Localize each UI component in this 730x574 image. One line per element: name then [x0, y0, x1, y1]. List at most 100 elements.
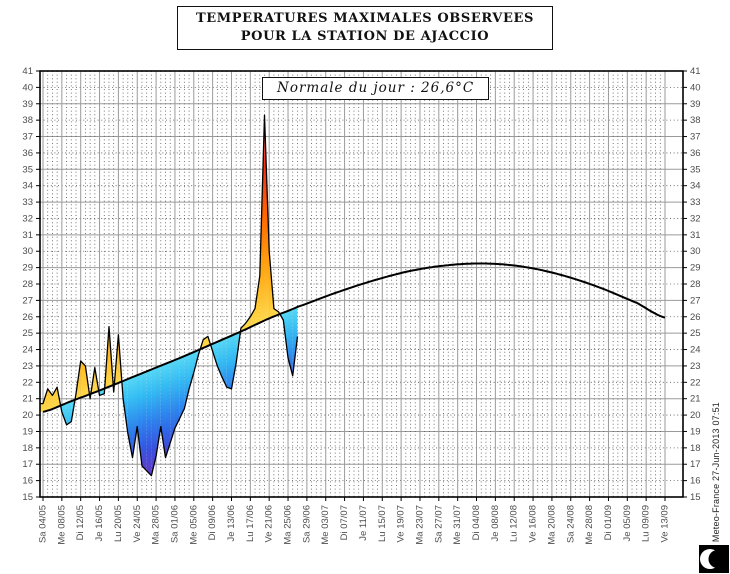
- meteo-france-credit: Meteo-France 27-Jun-2013 07:51: [711, 401, 721, 542]
- y-tick-label-left: 37: [22, 132, 33, 143]
- x-tick-label: Ma 23/07: [414, 505, 425, 545]
- x-tick-label: Je 08/08: [490, 505, 501, 541]
- y-tick-label-left: 24: [22, 345, 33, 356]
- y-tick-label-right: 39: [690, 99, 701, 110]
- x-tick-label: Me 08/05: [56, 505, 67, 545]
- axis-labels: 15 15 16 16 17 17 18 18 19 19 20 20 21 21 22 22 23 23 24 24…: [22, 66, 700, 545]
- x-tick-label: Je 16/05: [94, 505, 105, 541]
- y-tick-label-right: 34: [690, 181, 701, 192]
- y-tick-label-right: 20: [690, 410, 701, 421]
- x-tick-label: Di 07/07: [339, 505, 350, 540]
- normale-curve: [42, 262, 666, 413]
- x-tick-label: Sa 29/06: [301, 505, 312, 543]
- gridlines: [40, 71, 683, 497]
- y-tick-label-right: 15: [690, 492, 701, 503]
- x-tick-label: Di 04/08: [471, 505, 482, 540]
- axis-ticks: [36, 70, 687, 501]
- y-tick-label-right: 33: [690, 197, 701, 208]
- y-tick-label-right: 18: [690, 443, 701, 454]
- x-tick-label: Lu 17/06: [245, 505, 256, 542]
- y-tick-label-left: 40: [22, 82, 33, 93]
- x-tick-label: Ve 21/06: [264, 505, 275, 543]
- x-tick-label: Me 31/07: [452, 505, 463, 545]
- y-tick-label-right: 16: [690, 476, 701, 487]
- y-tick-label-left: 33: [22, 197, 33, 208]
- x-tick-label: Lu 20/05: [113, 505, 124, 542]
- y-tick-label-left: 41: [22, 66, 33, 77]
- x-tick-label: Lu 12/08: [509, 505, 520, 542]
- x-tick-label: Ma 25/06: [283, 505, 294, 545]
- x-tick-label: Lu 09/09: [641, 505, 652, 542]
- x-tick-label: Lu 15/07: [377, 505, 388, 542]
- x-tick-label: Di 09/06: [207, 505, 218, 540]
- y-tick-label-left: 22: [22, 377, 33, 388]
- y-tick-label-right: 22: [690, 377, 701, 388]
- y-tick-label-right: 37: [690, 132, 701, 143]
- y-tick-label-left: 34: [22, 181, 33, 192]
- y-tick-label-left: 17: [22, 459, 33, 470]
- x-tick-label: Ma 28/05: [151, 505, 162, 545]
- x-tick-label: Ve 19/07: [396, 505, 407, 543]
- chart-title: TEMPERATURES MAXIMALES OBSERVEES POUR LA…: [177, 6, 553, 51]
- y-tick-label-right: 29: [690, 263, 701, 274]
- y-tick-label-right: 31: [690, 230, 701, 241]
- y-tick-label-left: 39: [22, 99, 33, 110]
- y-tick-label-left: 32: [22, 213, 33, 224]
- y-tick-label-right: 17: [690, 459, 701, 470]
- y-tick-label-right: 41: [690, 66, 701, 77]
- observed-temperature-line: [40, 114, 299, 477]
- x-tick-label: Me 03/07: [320, 505, 331, 545]
- y-tick-label-left: 26: [22, 312, 33, 323]
- y-tick-label-right: 26: [690, 312, 701, 323]
- y-tick-label-left: 30: [22, 246, 33, 257]
- x-tick-label: Sa 27/07: [433, 505, 444, 543]
- y-tick-label-left: 15: [22, 492, 33, 503]
- x-tick-label: Ma 20/08: [546, 505, 557, 545]
- chart-title-line2: POUR LA STATION DE AJACCIO: [240, 28, 490, 44]
- y-tick-label-left: 16: [22, 476, 33, 487]
- x-tick-label: Ve 13/09: [660, 505, 671, 543]
- y-tick-label-right: 27: [690, 295, 701, 306]
- y-tick-label-right: 38: [690, 115, 701, 126]
- y-tick-label-left: 29: [22, 263, 33, 274]
- y-tick-label-left: 20: [22, 410, 33, 421]
- y-tick-label-left: 23: [22, 361, 33, 372]
- x-tick-label: Sa 24/08: [565, 505, 576, 543]
- y-tick-label-left: 21: [22, 394, 33, 405]
- x-tick-label: Je 13/06: [226, 505, 237, 541]
- x-tick-label: Sa 04/05: [38, 505, 49, 543]
- x-tick-label: Me 05/06: [188, 505, 199, 545]
- x-tick-label: Me 28/08: [584, 505, 595, 545]
- chart-title-line1: TEMPERATURES MAXIMALES OBSERVEES: [196, 11, 534, 26]
- y-tick-label-right: 32: [690, 213, 701, 224]
- y-tick-label-left: 31: [22, 230, 33, 241]
- y-tick-label-right: 24: [690, 345, 701, 356]
- meteo-france-logo: [699, 545, 729, 573]
- y-tick-label-right: 23: [690, 361, 701, 372]
- y-tick-label-right: 19: [690, 426, 701, 437]
- x-tick-label: Ve 24/05: [132, 505, 143, 543]
- y-tick-label-right: 40: [690, 82, 701, 93]
- y-tick-label-left: 18: [22, 443, 33, 454]
- y-tick-label-right: 21: [690, 394, 701, 405]
- y-tick-label-left: 36: [22, 148, 33, 159]
- y-tick-label-left: 19: [22, 426, 33, 437]
- y-tick-label-right: 28: [690, 279, 701, 290]
- x-tick-label: Je 05/09: [622, 505, 633, 541]
- y-tick-label-left: 35: [22, 164, 33, 175]
- x-tick-label: Di 12/05: [75, 505, 86, 540]
- y-tick-label-left: 25: [22, 328, 33, 339]
- normale-du-jour-label: Normale du jour : 26,6°C: [262, 77, 490, 100]
- x-tick-label: Di 01/09: [603, 505, 614, 540]
- normale-du-jour-text: Normale du jour : 26,6°C: [277, 80, 475, 96]
- y-tick-label-left: 28: [22, 279, 33, 290]
- x-tick-label: Je 11/07: [358, 505, 369, 541]
- y-tick-label-right: 30: [690, 246, 701, 257]
- x-tick-label: Sa 01/06: [169, 505, 180, 543]
- y-tick-label-right: 36: [690, 148, 701, 159]
- y-tick-label-right: 25: [690, 328, 701, 339]
- y-tick-label-left: 27: [22, 295, 33, 306]
- x-tick-label: Ve 16/08: [528, 505, 539, 543]
